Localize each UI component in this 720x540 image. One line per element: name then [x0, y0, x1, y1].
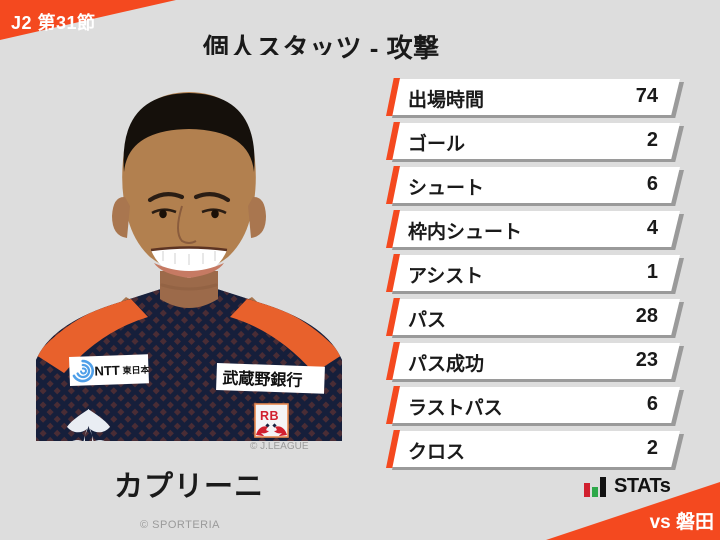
svg-text:NTT: NTT [94, 363, 120, 379]
svg-text:東日本: 東日本 [122, 364, 150, 376]
svg-text:RB: RB [260, 409, 279, 423]
